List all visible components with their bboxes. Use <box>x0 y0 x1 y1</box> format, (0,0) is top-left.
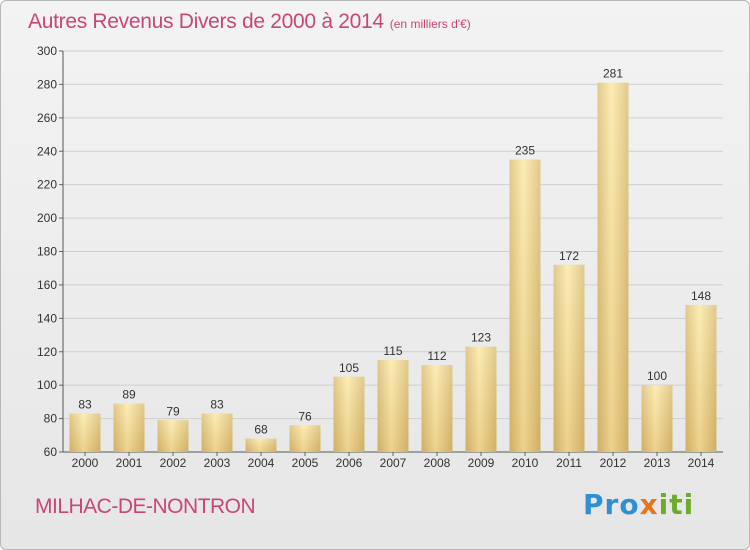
y-tick-label: 240 <box>37 144 57 158</box>
x-tick-label: 2002 <box>160 456 187 470</box>
bar-shade <box>69 413 101 452</box>
y-tick-label: 200 <box>37 211 57 225</box>
data-label: 79 <box>166 404 180 418</box>
x-tick-label: 2009 <box>468 456 495 470</box>
y-tick-label: 180 <box>37 245 57 259</box>
bar-shade <box>113 403 145 452</box>
x-tick-label: 2010 <box>512 456 539 470</box>
bar-shade <box>201 413 233 452</box>
x-tick-label: 2008 <box>424 456 451 470</box>
data-label: 100 <box>647 369 667 383</box>
bar-shade <box>597 82 629 452</box>
y-tick-label: 220 <box>37 178 57 192</box>
bar-shade <box>509 159 541 452</box>
bar-shade <box>685 304 717 452</box>
bar-shade <box>377 360 409 452</box>
y-tick-label: 160 <box>37 278 57 292</box>
x-tick-label: 2001 <box>116 456 143 470</box>
y-tick-label: 280 <box>37 77 57 91</box>
x-tick-label: 2014 <box>688 456 715 470</box>
proxiti-logo: Proxiti <box>583 488 695 521</box>
x-tick-label: 2007 <box>380 456 407 470</box>
x-tick-label: 2013 <box>644 456 671 470</box>
x-tick-label: 2000 <box>72 456 99 470</box>
y-tick-label: 80 <box>44 412 58 426</box>
data-label: 83 <box>210 398 224 412</box>
x-tick-label: 2012 <box>600 456 627 470</box>
data-label: 105 <box>339 361 359 375</box>
x-tick-label: 2011 <box>556 456 582 470</box>
data-label: 148 <box>691 289 711 303</box>
bar-shade <box>289 425 321 452</box>
chart-title: Autres Revenus Divers de 2000 à 2014 (en … <box>28 10 471 34</box>
data-label: 115 <box>383 344 402 358</box>
x-tick-label: 2005 <box>292 456 319 470</box>
data-label: 235 <box>515 144 535 158</box>
bar-shade <box>553 264 585 452</box>
x-tick-label: 2003 <box>204 456 231 470</box>
bar-shade <box>333 376 365 452</box>
y-tick-label: 120 <box>37 345 57 359</box>
y-tick-label: 300 <box>37 44 57 58</box>
y-tick-label: 60 <box>44 445 58 459</box>
y-tick-label: 100 <box>37 378 57 392</box>
data-label: 89 <box>122 388 136 402</box>
bar-shade <box>157 420 189 452</box>
data-label: 123 <box>471 331 491 345</box>
data-label: 76 <box>298 409 312 423</box>
data-label: 281 <box>603 67 623 81</box>
commune-name: MILHAC-DE-NONTRON <box>35 495 256 518</box>
x-tick-label: 2004 <box>248 456 275 470</box>
data-label: 83 <box>78 398 92 412</box>
chart-title-main: Autres Revenus Divers de 2000 à 2014 <box>28 10 384 33</box>
chart-title-unit: (en milliers d'€) <box>389 17 471 31</box>
bar-shade <box>641 385 673 452</box>
y-tick-label: 260 <box>37 111 57 125</box>
y-tick-label: 140 <box>37 311 57 325</box>
bar-shade <box>465 346 497 452</box>
bar-shade <box>421 365 453 452</box>
data-label: 112 <box>427 349 446 363</box>
data-label: 172 <box>559 249 579 263</box>
data-label: 68 <box>254 423 268 437</box>
bar-shade <box>245 438 277 452</box>
x-tick-label: 2006 <box>336 456 363 470</box>
